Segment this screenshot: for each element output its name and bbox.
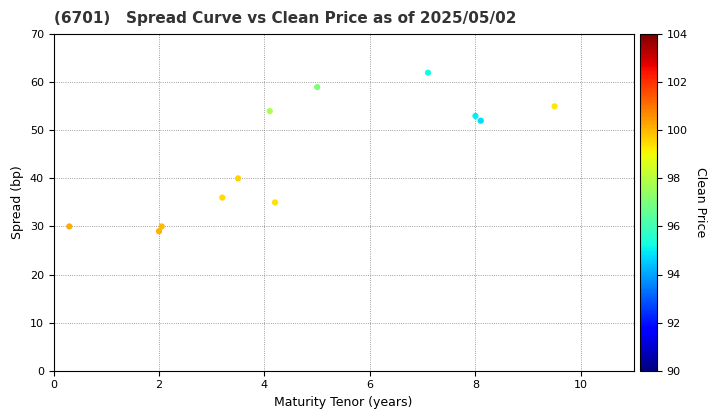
Point xyxy=(269,199,281,206)
Point xyxy=(475,117,487,124)
Y-axis label: Clean Price: Clean Price xyxy=(694,167,707,238)
Point xyxy=(469,113,481,119)
Point xyxy=(217,194,228,201)
Point xyxy=(312,84,323,90)
Point xyxy=(264,108,276,115)
Point xyxy=(156,223,167,230)
Point xyxy=(422,69,433,76)
Y-axis label: Spread (bp): Spread (bp) xyxy=(11,165,24,239)
Point xyxy=(153,228,165,235)
Point xyxy=(63,223,75,230)
X-axis label: Maturity Tenor (years): Maturity Tenor (years) xyxy=(274,396,413,409)
Point xyxy=(233,175,244,182)
Text: (6701)   Spread Curve vs Clean Price as of 2025/05/02: (6701) Spread Curve vs Clean Price as of… xyxy=(53,11,516,26)
Point xyxy=(549,103,560,110)
